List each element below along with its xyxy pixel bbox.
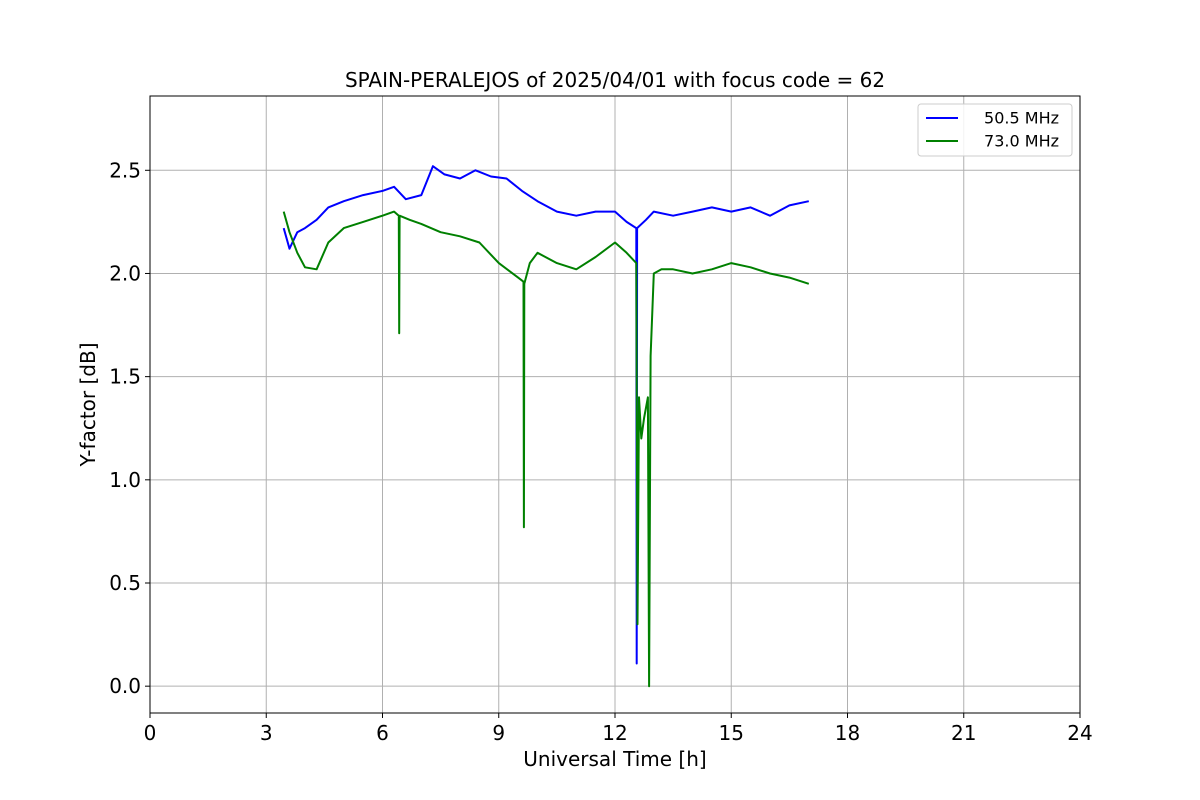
x-tick-label: 15	[719, 721, 744, 745]
x-tick-label: 12	[602, 721, 627, 745]
legend: 50.5 MHz 73.0 MHz	[917, 103, 1073, 157]
series-line	[282, 165, 810, 665]
x-tick-label: 0	[144, 721, 157, 745]
y-tick-label: 2.5	[109, 158, 141, 182]
y-tick-label: 2.0	[109, 261, 141, 285]
chart-title: SPAIN-PERALEJOS of 2025/04/01 with focus…	[345, 68, 885, 92]
y-tick-label: 1.0	[109, 468, 141, 492]
x-tick-label: 9	[492, 721, 505, 745]
y-tick-label: 0.0	[109, 674, 141, 698]
y-tick-label: 1.5	[109, 365, 141, 389]
x-tick-label: 3	[260, 721, 273, 745]
x-tick-label: 24	[1067, 721, 1092, 745]
series-line	[282, 210, 810, 688]
legend-label: 73.0 MHz	[984, 132, 1059, 151]
y-axis-title: Y-factor [dB]	[76, 342, 100, 467]
y-tick-label: 0.5	[109, 571, 141, 595]
x-axis-title: Universal Time [h]	[523, 747, 706, 771]
legend-label: 50.5 MHz	[984, 109, 1059, 128]
x-tick-label: 6	[376, 721, 389, 745]
x-tick-label: 18	[835, 721, 860, 745]
ticks: 0 3 6 9 12 15 18 21 24 0.0 0.5 1.0 1.5 2.0 2.5	[109, 158, 1093, 745]
series-layer	[282, 165, 810, 688]
x-tick-label: 21	[951, 721, 976, 745]
